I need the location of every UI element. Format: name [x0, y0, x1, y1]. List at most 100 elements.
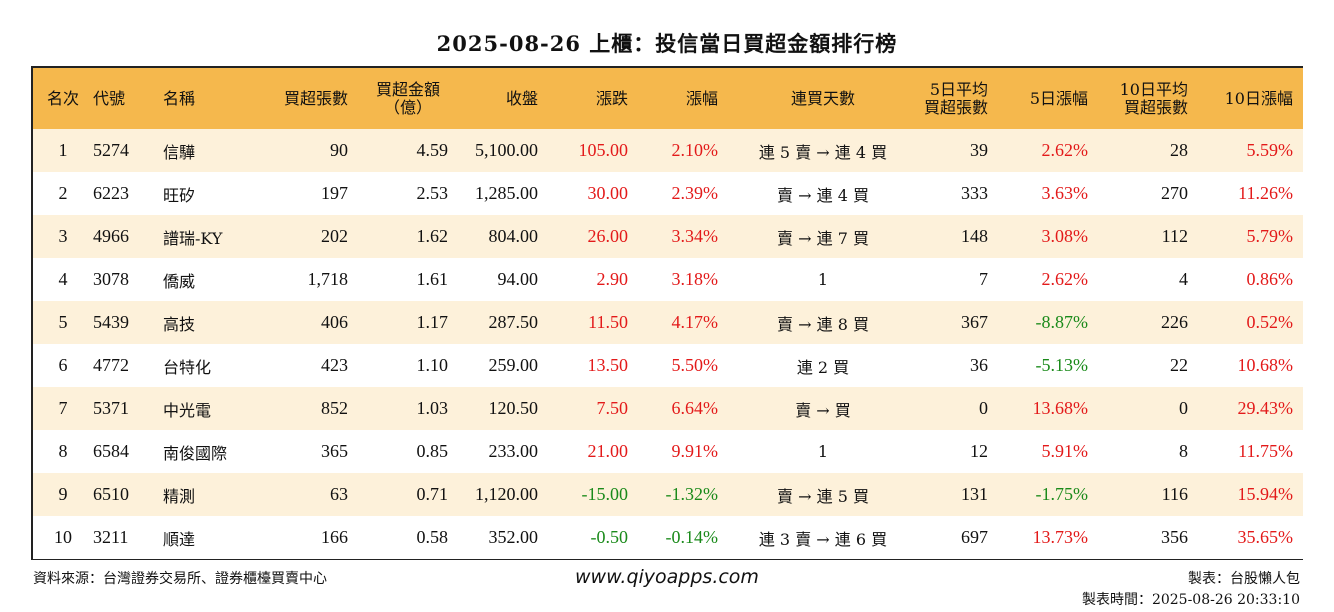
cell-streak: 連 5 賣 → 連 4 買 — [758, 142, 888, 162]
cell-pct10: 10.68% — [1237, 355, 1294, 375]
table-row: 9 6510 精測 63 0.71 1,120.00 -15.00 -1.32% 賣 → 連 5… — [33, 473, 1303, 516]
cell-change-pct: 3.18% — [671, 269, 719, 289]
cell-pct5: 2.62% — [1041, 140, 1089, 160]
table-row: 5 5439 高技 406 1.17 287.50 11.50 4.17% 賣 → 連 8 買 3… — [33, 301, 1303, 344]
cell-change-pct: 6.64% — [671, 398, 719, 418]
header-avg10-line2: 買超張數 — [1123, 97, 1188, 117]
cell-buy-amount: 0.85 — [416, 441, 449, 461]
cell-close: 259.00 — [488, 355, 539, 375]
cell-avg5: 367 — [961, 312, 988, 332]
cell-change: 7.50 — [596, 398, 629, 418]
cell-pct5: 13.73% — [1032, 527, 1089, 547]
cell-close: 804.00 — [488, 226, 539, 246]
cell-streak: 賣 → 買 — [795, 400, 851, 420]
cell-name: 僑威 — [163, 271, 196, 291]
cell-change: 13.50 — [587, 355, 629, 375]
table-row: 7 5371 中光電 852 1.03 120.50 7.50 6.64% 賣 → 買 0 13.6… — [33, 387, 1303, 430]
header-change-pct: 漲幅 — [685, 88, 718, 108]
header-buy-amount-line2: （億） — [383, 97, 432, 117]
cell-streak: 連 3 賣 → 連 6 買 — [758, 529, 888, 549]
cell-pct10: 11.26% — [1238, 183, 1293, 203]
cell-change-pct: 5.50% — [671, 355, 719, 375]
cell-code: 4966 — [93, 226, 129, 246]
cell-pct5: -8.87% — [1035, 312, 1089, 332]
author-note: 製表：台股懶人包 — [1188, 571, 1300, 587]
cell-pct5: -1.75% — [1035, 484, 1089, 504]
header-rank: 名次 — [46, 88, 79, 108]
cell-avg10: 8 — [1179, 441, 1188, 461]
cell-buy-lots: 202 — [321, 226, 348, 246]
cell-avg10: 226 — [1161, 312, 1188, 332]
cell-close: 94.00 — [497, 269, 539, 289]
header-buy-amount: 買超金額 （億） — [358, 68, 458, 129]
cell-buy-amount: 1.17 — [416, 312, 449, 332]
cell-buy-lots: 406 — [321, 312, 348, 332]
cell-buy-amount: 1.62 — [416, 226, 449, 246]
cell-name: 南俊國際 — [163, 443, 228, 463]
cell-change-pct: 2.39% — [671, 183, 719, 203]
table-row: 2 6223 旺矽 197 2.53 1,285.00 30.00 2.39% 賣 → 連 4 … — [33, 172, 1303, 215]
cell-avg10: 22 — [1170, 355, 1188, 375]
cell-rank: 8 — [58, 441, 68, 461]
cell-avg5: 0 — [979, 398, 988, 418]
cell-rank: 10 — [54, 527, 72, 547]
table-row: 4 3078 僑威 1,718 1.61 94.00 2.90 3.18% 1 7 2.62% 4 0.… — [33, 258, 1303, 301]
table-row: 8 6584 南俊國際 365 0.85 233.00 21.00 9.91% 1 12 5.91%… — [33, 430, 1303, 473]
cell-rank: 2 — [58, 183, 68, 203]
cell-code: 6223 — [93, 183, 129, 203]
header-buy-lots: 買超張數 — [283, 88, 348, 108]
cell-change-pct: -1.32% — [665, 484, 719, 504]
cell-pct10: 5.79% — [1246, 226, 1294, 246]
header-code: 代號 — [93, 88, 126, 108]
cell-buy-lots: 197 — [321, 183, 348, 203]
cell-close: 120.50 — [488, 398, 539, 418]
cell-avg5: 131 — [961, 484, 988, 504]
cell-change-pct: -0.14% — [665, 527, 719, 547]
header-avg5-line1: 5日平均 — [929, 79, 988, 99]
cell-pct10: 0.86% — [1246, 269, 1294, 289]
cell-change: 30.00 — [587, 183, 629, 203]
cell-buy-amount: 4.59 — [416, 140, 449, 160]
cell-rank: 6 — [58, 355, 68, 375]
cell-buy-lots: 90 — [330, 140, 348, 160]
cell-name: 台特化 — [163, 357, 212, 377]
cell-avg10: 112 — [1161, 226, 1188, 246]
cell-pct5: 3.63% — [1041, 183, 1089, 203]
cell-change: 2.90 — [596, 269, 629, 289]
header-pct5: 5日漲幅 — [1029, 88, 1088, 108]
cell-name: 譜瑞-KY — [163, 228, 223, 248]
cell-pct10: 11.75% — [1238, 441, 1293, 461]
cell-avg5: 39 — [970, 140, 988, 160]
header-close: 收盤 — [505, 88, 538, 108]
cell-change: 11.50 — [588, 312, 628, 332]
cell-avg10: 0 — [1179, 398, 1188, 418]
cell-name: 高技 — [163, 314, 196, 334]
cell-avg10: 28 — [1170, 140, 1188, 160]
table-row: 6 4772 台特化 423 1.10 259.00 13.50 5.50% 連 2 買 36 -5… — [33, 344, 1303, 387]
cell-buy-lots: 63 — [330, 484, 348, 504]
ranking-table: 名次 代號 名稱 買超張數 買超金額 （億） 收盤 漲跌 漲幅 連買天數 5日平… — [31, 66, 1303, 560]
cell-change: 105.00 — [578, 140, 629, 160]
cell-avg5: 36 — [970, 355, 988, 375]
cell-rank: 3 — [58, 226, 68, 246]
cell-pct5: 2.62% — [1041, 269, 1089, 289]
table-row: 10 3211 順達 166 0.58 352.00 -0.50 -0.14% 連 3 賣 → … — [33, 516, 1303, 559]
cell-rank: 7 — [58, 398, 68, 418]
cell-avg10: 116 — [1161, 484, 1188, 504]
cell-avg5: 7 — [979, 269, 988, 289]
cell-pct10: 5.59% — [1246, 140, 1294, 160]
cell-streak: 1 — [817, 270, 829, 289]
cell-avg5: 148 — [961, 226, 988, 246]
cell-change: 21.00 — [587, 441, 629, 461]
cell-name: 順達 — [163, 529, 196, 549]
cell-streak: 連 2 買 — [796, 357, 850, 377]
cell-buy-amount: 1.10 — [416, 355, 449, 375]
header-change: 漲跌 — [595, 88, 628, 108]
cell-close: 5,100.00 — [475, 140, 538, 160]
website-link[interactable]: www.qiyoapps.com — [575, 566, 759, 588]
cell-code: 5371 — [93, 398, 129, 418]
cell-code: 6510 — [93, 484, 129, 504]
cell-buy-lots: 852 — [321, 398, 348, 418]
cell-avg5: 12 — [970, 441, 988, 461]
header-buy-amount-line1: 買超金額 — [375, 79, 440, 99]
